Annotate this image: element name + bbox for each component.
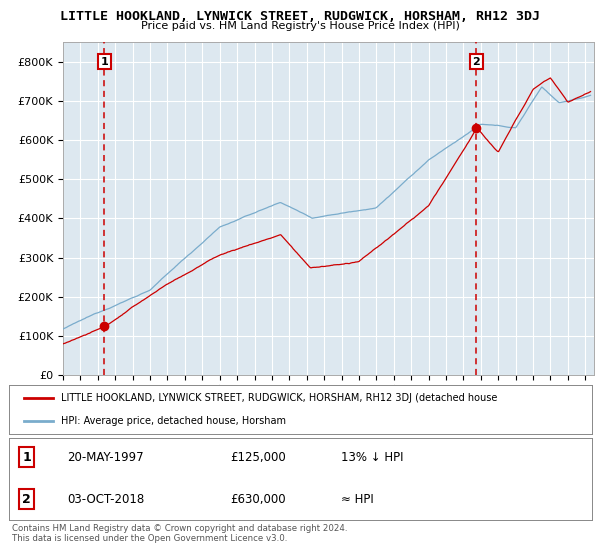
Text: HPI: Average price, detached house, Horsham: HPI: Average price, detached house, Hors…: [61, 416, 286, 426]
Text: Contains HM Land Registry data © Crown copyright and database right 2024.
This d: Contains HM Land Registry data © Crown c…: [12, 524, 347, 543]
Text: £630,000: £630,000: [230, 493, 286, 506]
Text: LITTLE HOOKLAND, LYNWICK STREET, RUDGWICK, HORSHAM, RH12 3DJ: LITTLE HOOKLAND, LYNWICK STREET, RUDGWIC…: [60, 10, 540, 23]
Text: ≈ HPI: ≈ HPI: [341, 493, 374, 506]
Text: 2: 2: [22, 493, 31, 506]
Text: 03-OCT-2018: 03-OCT-2018: [67, 493, 145, 506]
Text: LITTLE HOOKLAND, LYNWICK STREET, RUDGWICK, HORSHAM, RH12 3DJ (detached house: LITTLE HOOKLAND, LYNWICK STREET, RUDGWIC…: [61, 393, 498, 403]
Text: 13% ↓ HPI: 13% ↓ HPI: [341, 451, 404, 464]
Text: 1: 1: [101, 57, 109, 67]
Text: £125,000: £125,000: [230, 451, 286, 464]
Text: 2: 2: [473, 57, 481, 67]
Text: Price paid vs. HM Land Registry's House Price Index (HPI): Price paid vs. HM Land Registry's House …: [140, 21, 460, 31]
Text: 1: 1: [22, 451, 31, 464]
Text: 20-MAY-1997: 20-MAY-1997: [67, 451, 144, 464]
